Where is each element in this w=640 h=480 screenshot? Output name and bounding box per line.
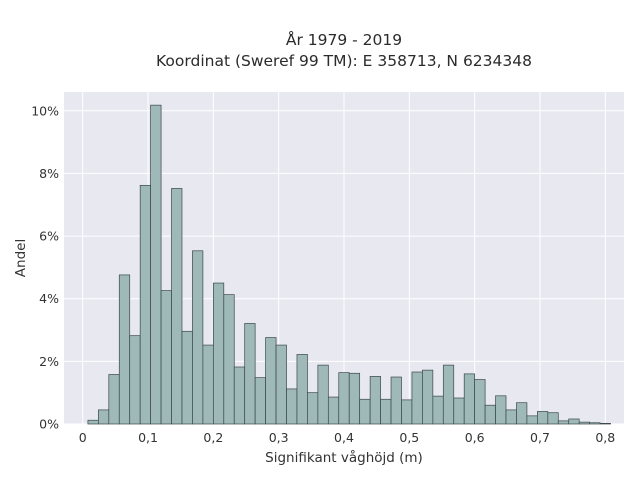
histogram-bar [327,396,340,425]
y-tick-label: 10% [31,103,59,118]
histogram-bar [296,354,308,425]
chart-title-line-2: Koordinat (Sweref 99 TM): E 358713, N 62… [156,52,532,70]
histogram-bar [338,372,350,425]
histogram-bar [505,409,517,425]
x-tick-label: 0,6 [465,430,485,445]
x-tick-label: 0 [79,430,87,445]
x-tick-label: 0,3 [269,430,289,445]
histogram-bar [557,420,570,425]
histogram-bar [578,421,590,425]
histogram-bar [474,379,486,425]
y-tick-label: 0% [39,417,59,432]
y-tick-label: 6% [39,229,59,244]
x-axis-ticks: 0 0,1 0,2 0,3 0,4 0,5 0,6 0,7 0,8 [79,430,616,445]
histogram-bar [380,398,392,425]
histogram-bar [150,104,162,425]
bars [87,104,611,425]
histogram-bar [422,369,434,425]
histogram-bar [129,335,141,425]
histogram-bar [369,376,381,425]
x-axis-label: Signifikant våghöjd (m) [265,449,423,466]
histogram-bar [192,250,204,425]
histogram-bar [181,330,193,425]
histogram-bar [286,388,298,425]
x-tick-label: 0,5 [399,430,419,445]
histogram-bar [98,409,110,425]
histogram-bar [244,323,256,425]
histogram-bar [359,398,371,425]
chart-title-line-1: År 1979 - 2019 [286,30,402,49]
histogram-bar [275,344,287,425]
histogram-bar [463,373,476,425]
histogram-bar [212,282,225,425]
histogram-bar [265,337,277,425]
histogram-bar [202,344,214,425]
histogram-bar [516,402,528,425]
histogram-bar [390,376,402,425]
x-tick-label: 0,7 [530,430,550,445]
histogram-bar [453,397,465,425]
histogram-bar [87,419,99,425]
histogram-bar [223,294,235,425]
histogram-bar [411,371,423,425]
x-tick-label: 0,4 [334,430,354,445]
histogram-bar [118,274,131,425]
y-axis-label: Andel [13,239,29,277]
histogram-bar [401,399,413,425]
histogram-bar [484,404,496,425]
x-tick-label: 0,2 [203,430,223,445]
histogram-bar [171,188,183,425]
histogram-bar [599,423,611,425]
histogram-bar [348,372,361,425]
y-tick-label: 2% [39,354,59,369]
y-tick-label: 4% [39,291,59,306]
histogram-bar [568,418,580,425]
histogram-bar [589,422,601,425]
y-tick-label: 8% [39,166,59,181]
histogram-bar [537,411,549,425]
histogram-bar [432,395,444,425]
y-axis-ticks: 0% 2% 4% 6% 8% 10% [31,103,59,431]
histogram-bar [495,395,507,425]
histogram-bar [160,290,172,425]
histogram-bar [547,412,559,425]
histogram-bar [254,377,266,425]
x-tick-label: 0,1 [138,430,158,445]
histogram-bar [442,364,455,425]
histogram-bar [526,415,538,425]
x-tick-label: 0,8 [595,430,615,445]
histogram-bar [139,184,151,425]
histogram-bar [108,374,120,425]
histogram-bar [307,392,319,425]
histogram-bar [233,366,246,425]
histogram-bar [317,364,329,425]
